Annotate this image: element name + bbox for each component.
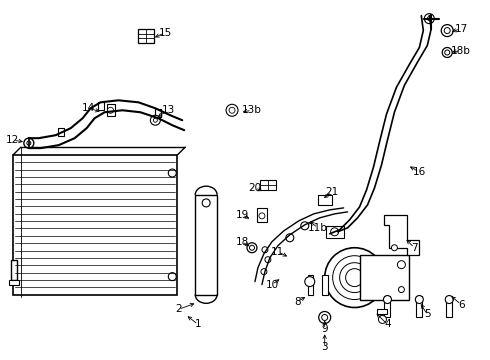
Circle shape bbox=[427, 17, 431, 21]
Bar bbox=[98, 102, 103, 110]
Circle shape bbox=[378, 315, 387, 323]
Text: 15: 15 bbox=[159, 28, 172, 37]
Text: 11b: 11b bbox=[308, 223, 328, 233]
Text: 21: 21 bbox=[325, 187, 338, 197]
Bar bbox=[385, 296, 391, 318]
Text: 8: 8 bbox=[294, 297, 301, 306]
Circle shape bbox=[24, 138, 34, 148]
Circle shape bbox=[262, 247, 268, 253]
Text: 7: 7 bbox=[411, 243, 417, 253]
Bar bbox=[322, 275, 328, 294]
Circle shape bbox=[322, 315, 328, 320]
Bar bbox=[260, 180, 276, 190]
Text: 18: 18 bbox=[235, 237, 248, 247]
Circle shape bbox=[202, 199, 210, 207]
Circle shape bbox=[168, 169, 176, 177]
Polygon shape bbox=[385, 215, 419, 255]
Text: 3: 3 bbox=[321, 342, 328, 352]
Text: 13: 13 bbox=[162, 105, 175, 115]
Circle shape bbox=[226, 104, 238, 116]
Text: 13b: 13b bbox=[242, 105, 262, 115]
Circle shape bbox=[318, 311, 331, 323]
Circle shape bbox=[384, 296, 392, 303]
Circle shape bbox=[265, 257, 271, 263]
Text: 4: 4 bbox=[384, 319, 391, 329]
Text: 9: 9 bbox=[321, 324, 328, 334]
Bar bbox=[416, 296, 422, 318]
Circle shape bbox=[397, 261, 405, 269]
Text: 2: 2 bbox=[175, 305, 182, 315]
Circle shape bbox=[27, 141, 31, 145]
Text: 16: 16 bbox=[413, 167, 426, 177]
Circle shape bbox=[249, 245, 254, 250]
Bar bbox=[377, 309, 388, 315]
Text: 14: 14 bbox=[82, 103, 95, 113]
Bar bbox=[318, 195, 332, 205]
Circle shape bbox=[441, 24, 453, 37]
Circle shape bbox=[444, 28, 450, 33]
Text: 11: 11 bbox=[271, 247, 285, 257]
Text: 19: 19 bbox=[235, 210, 248, 220]
Text: 12: 12 bbox=[6, 135, 20, 145]
Circle shape bbox=[424, 14, 434, 24]
Circle shape bbox=[153, 118, 157, 122]
Text: 20: 20 bbox=[248, 183, 262, 193]
Circle shape bbox=[445, 296, 453, 303]
Circle shape bbox=[261, 269, 267, 275]
Bar bbox=[58, 128, 64, 136]
Circle shape bbox=[345, 269, 364, 287]
Circle shape bbox=[340, 263, 369, 293]
Circle shape bbox=[247, 243, 257, 253]
Circle shape bbox=[150, 115, 160, 125]
Bar bbox=[257, 208, 267, 222]
Bar bbox=[138, 28, 154, 42]
Circle shape bbox=[259, 213, 265, 219]
Circle shape bbox=[301, 222, 309, 230]
Bar bbox=[195, 195, 217, 294]
Bar bbox=[326, 226, 343, 238]
Text: 6: 6 bbox=[458, 300, 465, 310]
Circle shape bbox=[229, 107, 235, 113]
Circle shape bbox=[398, 287, 404, 293]
Text: 17: 17 bbox=[455, 24, 468, 33]
Circle shape bbox=[107, 107, 114, 113]
Circle shape bbox=[168, 273, 176, 280]
Circle shape bbox=[305, 276, 315, 287]
Bar bbox=[446, 296, 452, 318]
Bar bbox=[11, 260, 17, 280]
Bar bbox=[106, 104, 115, 116]
Bar bbox=[155, 109, 161, 117]
Circle shape bbox=[333, 256, 376, 300]
Text: 10: 10 bbox=[265, 280, 278, 289]
Circle shape bbox=[445, 50, 450, 55]
Bar bbox=[9, 280, 19, 285]
Bar bbox=[13, 155, 177, 294]
Text: 1: 1 bbox=[195, 319, 201, 329]
Text: 5: 5 bbox=[424, 310, 431, 319]
Circle shape bbox=[416, 296, 423, 303]
Circle shape bbox=[392, 245, 397, 251]
Circle shape bbox=[286, 234, 294, 242]
Text: 18b: 18b bbox=[451, 45, 471, 55]
Circle shape bbox=[331, 228, 339, 236]
Bar bbox=[308, 275, 313, 294]
Bar bbox=[360, 255, 409, 300]
Circle shape bbox=[325, 248, 385, 307]
Circle shape bbox=[442, 48, 452, 58]
